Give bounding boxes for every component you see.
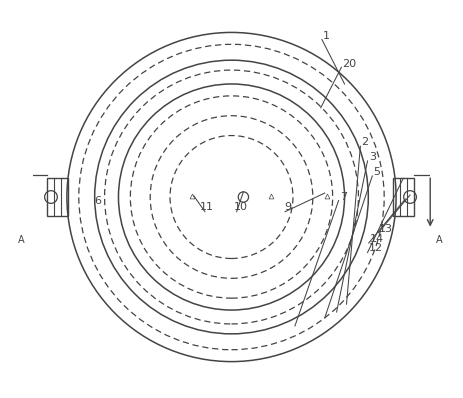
Text: 20: 20	[342, 59, 357, 69]
Text: 10: 10	[233, 202, 248, 212]
Text: 7: 7	[340, 192, 347, 202]
Text: 11: 11	[200, 202, 214, 212]
Text: 3: 3	[369, 152, 376, 162]
Text: A: A	[436, 235, 443, 245]
Text: 14: 14	[369, 234, 384, 244]
Bar	[393, 178, 413, 216]
Text: 13: 13	[379, 224, 393, 234]
Text: 5: 5	[374, 167, 381, 177]
Text: 2: 2	[362, 137, 369, 147]
Text: 9: 9	[284, 202, 291, 212]
Text: 6: 6	[94, 196, 101, 206]
Text: A: A	[19, 235, 25, 245]
Text: 12: 12	[369, 243, 382, 254]
Bar	[48, 178, 68, 216]
Text: 1: 1	[323, 31, 330, 41]
